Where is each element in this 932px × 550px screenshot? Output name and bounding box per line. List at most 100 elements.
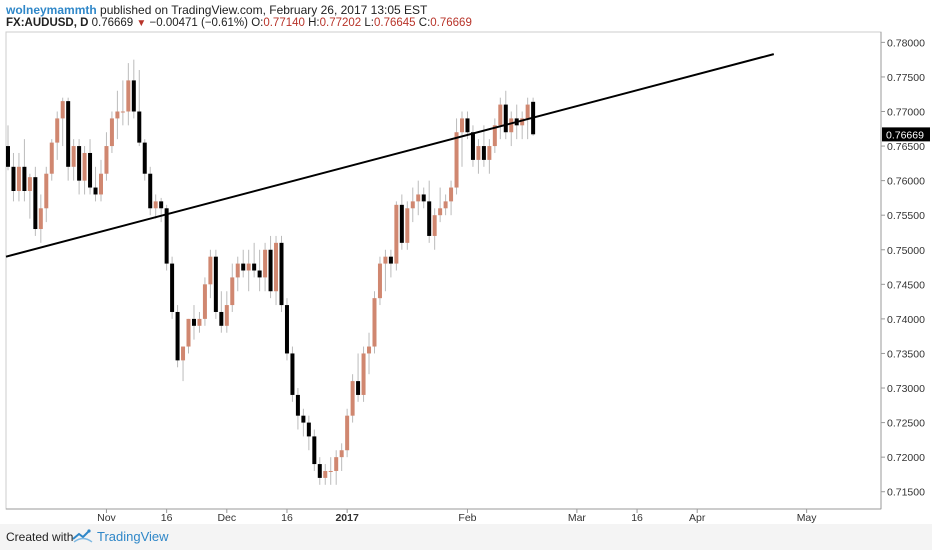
candle [137, 70, 142, 147]
candlestick-chart[interactable]: 0.71500 0.72000 0.72500 0.73000 0.73500 0.740… [0, 0, 932, 524]
price-tick-label: 0.74500 [887, 279, 925, 291]
candle [49, 139, 54, 181]
candle [427, 180, 432, 243]
candle-body [27, 177, 32, 191]
time-tick-label: 16 [631, 512, 643, 524]
candle [164, 204, 169, 271]
candle-body [312, 436, 317, 465]
price-change: −0.00471 (−0.61%) [149, 17, 248, 29]
price-tick-label: 0.76000 [887, 176, 925, 188]
candle-body [197, 318, 202, 326]
trendline-group[interactable] [5, 53, 775, 258]
candle [492, 118, 497, 153]
open-value: 0.77140 [263, 17, 305, 29]
candle [284, 298, 289, 361]
candle [317, 457, 322, 485]
candle [410, 187, 415, 223]
candle [481, 125, 486, 167]
candle-body [246, 263, 251, 271]
candle [115, 90, 120, 140]
candle-body [93, 187, 98, 195]
candle-body [427, 201, 432, 236]
trendline[interactable] [5, 53, 775, 258]
candle [263, 242, 268, 292]
candle [350, 374, 355, 423]
candle [88, 139, 93, 195]
candle [421, 187, 426, 209]
candle [257, 249, 262, 292]
price-tick-label: 0.71500 [887, 487, 925, 499]
candle-body [11, 166, 16, 191]
plot-border [5, 31, 882, 510]
candle [27, 173, 32, 219]
candle-body [465, 118, 470, 133]
tradingview-brand-link[interactable]: TradingView [97, 529, 169, 544]
candle-body [191, 318, 196, 326]
candle [339, 443, 344, 471]
time-tick-label: Mar [568, 512, 587, 524]
price-tick-label: 0.78000 [887, 37, 925, 49]
candle-body [377, 263, 382, 299]
candle-body [487, 146, 492, 160]
candle [93, 166, 98, 202]
candle [356, 353, 361, 402]
price-tick-label: 0.73000 [887, 383, 925, 395]
candle-body [432, 215, 437, 236]
candle-body [82, 152, 87, 181]
candle [44, 166, 49, 223]
candle-body [405, 208, 410, 243]
candle [405, 201, 410, 250]
candle [383, 249, 388, 292]
candle [55, 111, 60, 160]
candle-body [525, 104, 530, 119]
time-tick-label: 16 [161, 512, 173, 524]
price-axis[interactable]: 0.71500 0.72000 0.72500 0.73000 0.73500 0.740… [881, 37, 925, 499]
candle-body [328, 470, 333, 472]
candle-body [126, 80, 131, 112]
candle-body [290, 353, 295, 395]
candle-body [186, 318, 191, 347]
time-tick-label: Feb [458, 512, 476, 524]
candle-body [6, 146, 10, 167]
candle-body [98, 173, 103, 195]
candle-body [104, 146, 109, 174]
time-axis[interactable]: Nov 16 Dec 16 2017 Feb Mar 16 Apr May [97, 509, 817, 524]
price-tick-label: 0.77000 [887, 107, 925, 119]
candle-body [470, 132, 475, 160]
candle [66, 97, 71, 181]
candle [11, 152, 16, 202]
candle-body [481, 146, 486, 160]
candle-body [208, 256, 213, 285]
candle-body [213, 256, 218, 312]
candle-body [301, 415, 306, 423]
current-price-tag: 0.76669 [882, 127, 930, 142]
close-label: C: [418, 17, 431, 29]
candle [328, 457, 333, 485]
publish-info: published on TradingView.com, February 2… [100, 3, 428, 17]
candle-body [263, 249, 268, 278]
symbol-label: FX:AUDUSD, D [6, 17, 89, 29]
candle-body [498, 104, 503, 126]
candle [279, 235, 284, 312]
candle-body [388, 256, 393, 264]
candle [416, 180, 421, 216]
candle [33, 166, 38, 236]
candle-body [66, 101, 71, 167]
time-tick-label: 16 [281, 512, 293, 524]
candle [230, 263, 235, 312]
candle-body [164, 208, 169, 264]
candle [372, 291, 377, 354]
candle [235, 256, 240, 292]
candle-body [115, 111, 120, 119]
candle [60, 97, 65, 147]
candle-body [476, 146, 481, 160]
time-tick-label: Nov [97, 512, 116, 524]
candle-body [202, 284, 207, 319]
candle-body [224, 305, 229, 326]
candle [361, 346, 366, 402]
candle [268, 235, 273, 299]
candle [246, 249, 251, 292]
author-link[interactable]: wolneymammth [6, 3, 97, 17]
candle-body [284, 305, 289, 354]
candle [345, 408, 350, 458]
